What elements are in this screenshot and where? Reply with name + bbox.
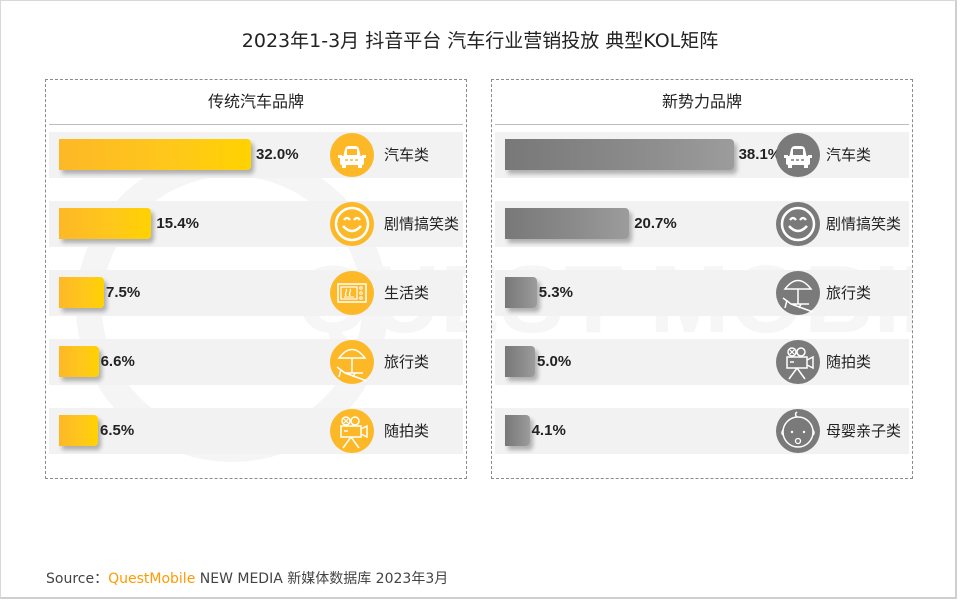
- bar-row: 20.7% 剧情搞笑类: [495, 201, 909, 247]
- data-label: 5.0%: [537, 353, 572, 370]
- source-prefix: Source：: [46, 571, 109, 587]
- data-label: 4.1%: [531, 422, 566, 439]
- bar-row: 15.4% 剧情搞笑类: [49, 201, 463, 247]
- bar: [505, 277, 537, 308]
- data-label: 32.0%: [256, 146, 299, 163]
- category-label: 汽车类: [384, 146, 430, 164]
- bar-row: 6.5% 随拍类: [49, 408, 463, 454]
- category-label: 剧情搞笑类: [384, 215, 460, 233]
- category-label: 汽车类: [826, 146, 872, 164]
- bar-row: 5.3% 旅行类: [495, 270, 909, 316]
- smiley-icon: [329, 201, 375, 247]
- bar-row: 38.1% 汽车类: [495, 132, 909, 178]
- beach-umbrella-icon: [775, 270, 821, 316]
- bar: [505, 346, 535, 377]
- chart-title: 2023年1-3月 抖音平台 汽车行业营销投放 典型KOL矩阵: [241, 30, 719, 52]
- data-label: 6.6%: [100, 353, 135, 370]
- bar: [59, 415, 98, 446]
- bar: [59, 277, 104, 308]
- bar: [59, 346, 99, 377]
- source-brand: QuestMobile: [108, 571, 196, 587]
- bar: [59, 139, 251, 170]
- smiley-icon: [775, 201, 821, 247]
- bar: [505, 415, 530, 446]
- beach-umbrella-icon: [329, 339, 375, 385]
- category-label: 母婴亲子类: [826, 422, 902, 440]
- data-label: 38.1%: [738, 146, 782, 163]
- data-label: 5.3%: [538, 284, 573, 301]
- category-label: 旅行类: [384, 353, 430, 371]
- bar: [505, 139, 734, 170]
- movie-camera-icon: [329, 408, 375, 454]
- car-icon: [775, 132, 821, 178]
- category-label: 旅行类: [826, 284, 872, 302]
- source-note: Source：QuestMobile NEW MEDIA 新媒体数据库 2023…: [46, 568, 448, 588]
- panel-new-force-brands: QUEST MOBILE 新势力品牌 38.1%汽车类20.7%剧情搞笑类5.3…: [491, 79, 913, 479]
- data-label: 7.5%: [106, 284, 141, 301]
- panel-title: 新势力品牌: [495, 80, 909, 125]
- bar-row: 4.1% 母婴亲子类: [495, 408, 909, 454]
- source-suffix: NEW MEDIA 新媒体数据库 2023年3月: [195, 571, 449, 587]
- bar-row: 32.0% 汽车类: [49, 132, 463, 178]
- movie-camera-icon: [775, 339, 821, 385]
- data-label: 15.4%: [156, 215, 199, 232]
- car-icon: [329, 132, 375, 178]
- microwave-icon: [329, 270, 375, 316]
- bar-row: 7.5% 生活类: [49, 270, 463, 316]
- category-label: 生活类: [384, 284, 430, 302]
- bar-row: 5.0% 随拍类: [495, 339, 909, 385]
- panel-traditional-brands: QUEST MOBILE 传统汽车品牌 32.0%汽车类15.4%剧情搞笑类7.…: [45, 79, 467, 479]
- baby-face-icon: [775, 408, 821, 454]
- panel-title: 传统汽车品牌: [49, 80, 463, 125]
- bar-row: 6.6% 旅行类: [49, 339, 463, 385]
- data-label: 6.5%: [100, 422, 135, 439]
- category-label: 随拍类: [384, 422, 430, 440]
- bar: [505, 208, 630, 239]
- category-label: 随拍类: [826, 353, 872, 371]
- data-label: 20.7%: [634, 215, 677, 232]
- category-label: 剧情搞笑类: [826, 215, 902, 233]
- bar: [59, 208, 152, 239]
